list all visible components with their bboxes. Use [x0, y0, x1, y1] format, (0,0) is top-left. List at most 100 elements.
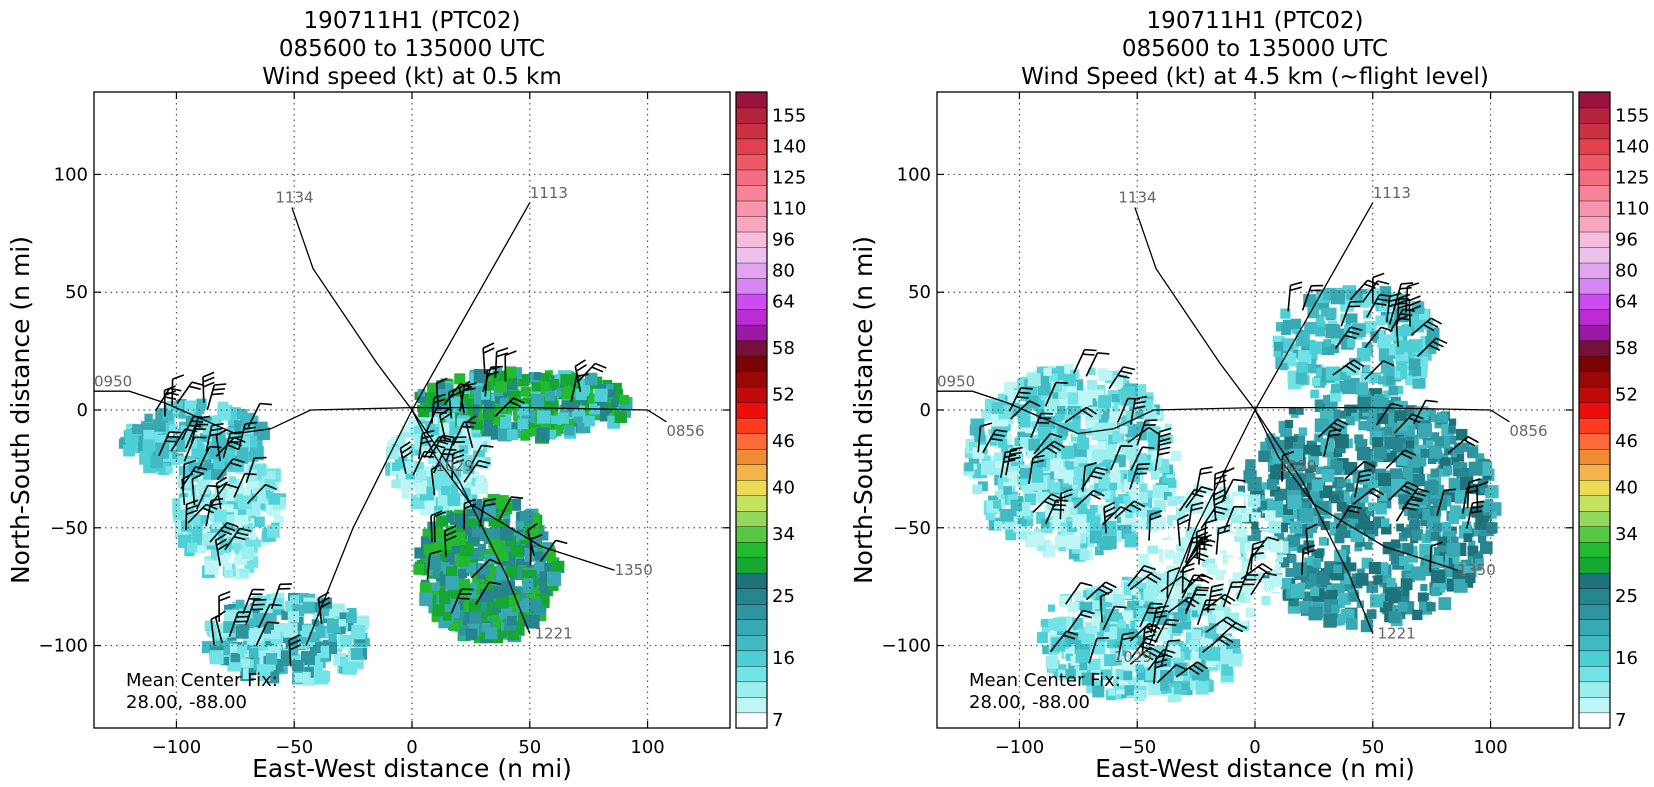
- colorbar-tick-label: 46: [772, 431, 795, 452]
- wind-cell: [1406, 440, 1415, 449]
- wind-cell: [1017, 475, 1028, 486]
- wind-barb-flag: [265, 483, 277, 491]
- wind-barb: [1220, 479, 1234, 504]
- wind-cell: [1376, 330, 1385, 339]
- wind-cell: [209, 650, 224, 665]
- wind-cell: [1070, 433, 1083, 446]
- wind-cell: [1010, 406, 1021, 417]
- wind-cell: [543, 396, 556, 409]
- wind-barb-flag: [1134, 400, 1147, 405]
- wind-cell: [1383, 390, 1391, 398]
- wind-barb-flag: [1224, 593, 1236, 602]
- wind-barb-flag: [267, 621, 280, 624]
- wind-cell: [437, 497, 447, 507]
- wind-cell: [1315, 314, 1325, 323]
- wind-cell: [539, 571, 551, 583]
- wind-barb-flag: [1079, 613, 1092, 619]
- wind-barb-flag: [1143, 633, 1156, 639]
- wind-cell: [1221, 606, 1231, 616]
- wind-cell: [1218, 486, 1229, 498]
- wind-cell: [1215, 569, 1227, 581]
- wind-cell: [1369, 372, 1382, 384]
- wind-cell: [1363, 321, 1377, 334]
- wind-cell: [253, 421, 268, 436]
- wind-cell: [1147, 545, 1158, 557]
- wind-barb-flag: [1357, 478, 1370, 483]
- wind-barb-flag: [1213, 489, 1225, 496]
- wind-barb-flag: [1182, 567, 1195, 574]
- wind-barb-flag: [421, 434, 434, 440]
- colorbar-segment: [1578, 619, 1611, 636]
- wind-cell: [1378, 473, 1391, 486]
- colorbar-segment: [1578, 355, 1611, 372]
- wind-barb: [1429, 546, 1432, 573]
- wind-barb-flag: [1210, 588, 1223, 593]
- wind-cell: [1058, 669, 1069, 681]
- wind-cell: [1007, 390, 1021, 403]
- wind-cell: [1439, 457, 1451, 469]
- wind-barb-flag: [481, 444, 494, 448]
- wind-cell: [1436, 412, 1448, 423]
- y-axis-label: North-South distance (n mi): [849, 236, 878, 584]
- wind-cell: [430, 426, 440, 436]
- wind-cell: [1066, 535, 1081, 550]
- wind-cell: [522, 578, 534, 589]
- wind-cell: [1141, 398, 1153, 410]
- wind-barb-flag: [210, 613, 223, 621]
- wind-cell: [265, 653, 278, 665]
- wind-cell: [1098, 473, 1109, 484]
- wind-cell: [481, 623, 491, 632]
- x-tick-label: 100: [630, 737, 664, 758]
- wind-barb-flag: [1210, 593, 1223, 598]
- wind-field-region: [118, 398, 270, 480]
- wind-cell: [470, 582, 480, 591]
- chart-title-line: Wind Speed (kt) at 4.5 km (~flight level…: [1021, 64, 1489, 90]
- wind-barb-flag: [1252, 540, 1265, 546]
- wind-barb-flag: [1350, 326, 1363, 332]
- wind-cell: [1396, 543, 1405, 552]
- wind-cell: [1409, 339, 1423, 353]
- wind-cell: [1027, 373, 1041, 387]
- wind-cell: [991, 402, 1004, 414]
- wind-cell: [1349, 518, 1359, 528]
- wind-cell: [1218, 538, 1231, 551]
- wind-barb-flag: [1257, 566, 1269, 574]
- wind-cell: [1315, 367, 1326, 378]
- wind-cell: [1130, 439, 1140, 449]
- wind-barb-flag: [1417, 487, 1430, 493]
- wind-cell: [1324, 561, 1336, 573]
- wind-cell: [1042, 645, 1051, 655]
- colorbar-segment: [735, 696, 768, 714]
- wind-barb-flag: [1049, 443, 1062, 452]
- wind-barb-flag: [449, 391, 461, 399]
- wind-cell: [499, 397, 509, 407]
- x-axis-label: East-West distance (n mi): [1095, 754, 1415, 783]
- wind-cell: [1228, 612, 1240, 624]
- wind-barb-flag: [484, 498, 497, 502]
- wind-barb-flag: [1359, 469, 1372, 473]
- colorbar-segment: [735, 138, 768, 155]
- wind-cell: [1397, 489, 1405, 498]
- wind-cell: [1280, 308, 1291, 319]
- wind-cell: [1125, 411, 1136, 421]
- wind-cell: [1430, 587, 1440, 597]
- wind-barb-flag: [576, 373, 589, 377]
- wind-barb-flag: [209, 445, 222, 449]
- wind-cell: [1323, 339, 1332, 347]
- wind-cell: [1424, 320, 1434, 330]
- wind-barb-flag: [1432, 340, 1444, 348]
- wind-barb-flag: [980, 422, 993, 428]
- wind-cell: [224, 488, 238, 502]
- wind-barb-flag: [1018, 391, 1031, 395]
- wind-cell: [1170, 450, 1182, 462]
- wind-cell: [1078, 535, 1087, 544]
- wind-cell: [206, 447, 218, 460]
- wind-cell: [1283, 505, 1293, 515]
- wind-cell: [1297, 501, 1309, 514]
- wind-cell: [608, 389, 617, 398]
- wind-cell: [1296, 407, 1304, 415]
- wind-cell: [439, 591, 453, 605]
- wind-cell: [495, 595, 509, 609]
- wind-barb-flag: [1358, 473, 1371, 478]
- wind-cell: [1126, 434, 1135, 442]
